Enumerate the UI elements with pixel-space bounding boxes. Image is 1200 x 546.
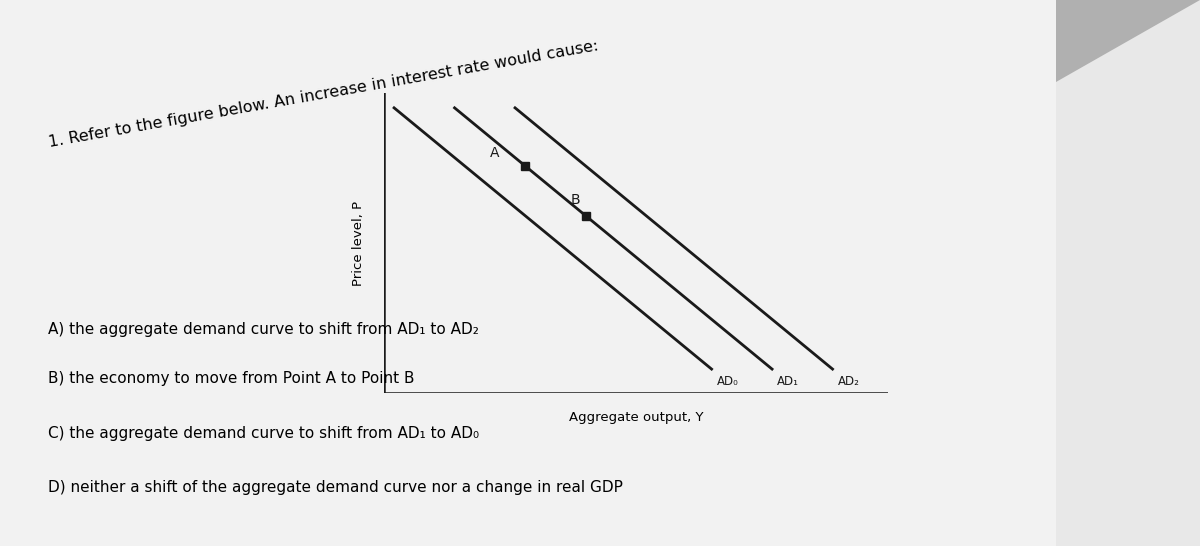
Text: B: B: [570, 193, 580, 206]
Text: D) neither a shift of the aggregate demand curve nor a change in real GDP: D) neither a shift of the aggregate dema…: [48, 480, 623, 495]
Text: Aggregate output, Y: Aggregate output, Y: [569, 411, 703, 424]
Text: AD₂: AD₂: [838, 375, 859, 388]
Text: AD₁: AD₁: [778, 375, 799, 388]
Text: AD₀: AD₀: [716, 375, 738, 388]
Text: Price level, P: Price level, P: [353, 200, 365, 286]
Text: B) the economy to move from Point A to Point B: B) the economy to move from Point A to P…: [48, 371, 414, 386]
Text: A: A: [490, 146, 499, 160]
Text: C) the aggregate demand curve to shift from AD₁ to AD₀: C) the aggregate demand curve to shift f…: [48, 426, 479, 441]
Bar: [0, 0, 1056, 546]
Polygon shape: [1056, 0, 1200, 82]
Text: A) the aggregate demand curve to shift from AD₁ to AD₂: A) the aggregate demand curve to shift f…: [48, 322, 479, 337]
Text: 1. Refer to the figure below. An increase in interest rate would cause:: 1. Refer to the figure below. An increas…: [48, 38, 600, 150]
